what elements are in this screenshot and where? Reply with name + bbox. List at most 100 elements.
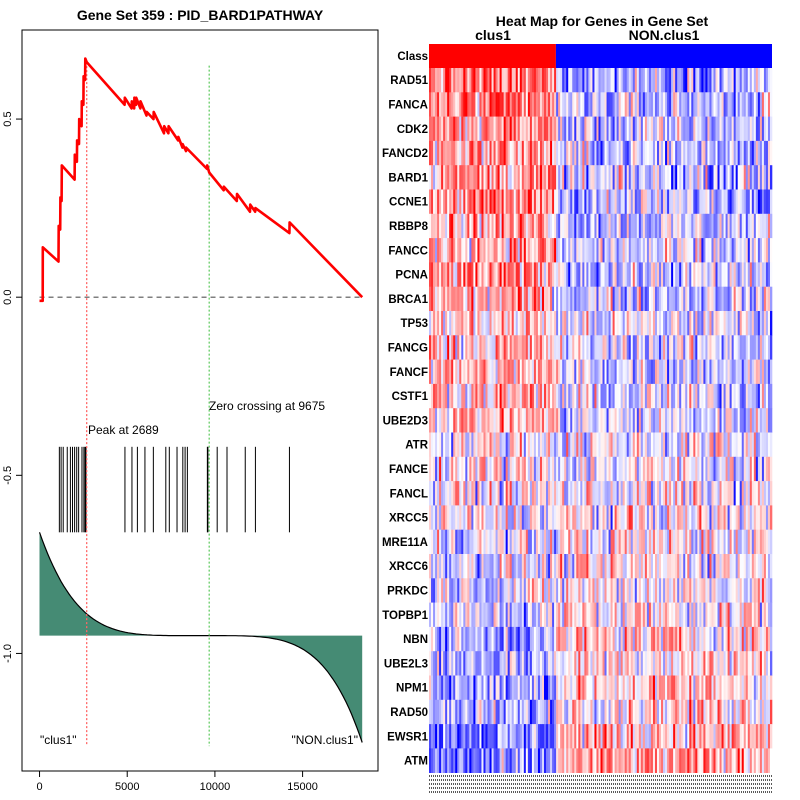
heat-cell bbox=[767, 408, 771, 433]
heat-cell bbox=[570, 578, 573, 603]
heat-cell bbox=[713, 699, 716, 725]
heat-cell bbox=[652, 68, 656, 93]
heat-cell bbox=[578, 554, 581, 579]
heat-cell bbox=[435, 262, 438, 287]
heat-cell bbox=[741, 602, 745, 628]
heat-cell bbox=[743, 92, 747, 117]
heat-cell bbox=[733, 626, 736, 652]
heat-cell bbox=[525, 724, 529, 749]
heat-cell bbox=[493, 359, 496, 385]
heat-cell bbox=[705, 383, 708, 409]
heat-cell bbox=[439, 213, 442, 239]
heat-cell bbox=[745, 432, 749, 458]
heat-cell bbox=[614, 481, 617, 506]
heat-cell bbox=[667, 748, 670, 773]
heat-cell bbox=[769, 213, 773, 239]
heat-cell bbox=[471, 675, 474, 701]
heat-cell bbox=[550, 359, 553, 385]
heat-cell bbox=[654, 529, 658, 555]
heat-cell bbox=[562, 311, 565, 336]
heat-cell bbox=[683, 140, 686, 166]
heat-cell bbox=[763, 578, 767, 603]
heat-cell bbox=[511, 116, 515, 142]
heat-cell bbox=[439, 602, 442, 628]
heat-cell bbox=[608, 554, 611, 579]
heat-cell bbox=[614, 651, 617, 676]
heat-cell bbox=[733, 383, 736, 409]
heat-cell bbox=[699, 140, 702, 166]
heat-cell bbox=[709, 554, 712, 579]
heat-cell bbox=[519, 699, 523, 725]
heat-cell bbox=[523, 213, 527, 239]
heat-cell bbox=[455, 140, 458, 166]
heat-cell bbox=[475, 92, 478, 117]
heat-cell bbox=[648, 724, 652, 749]
heat-cell bbox=[675, 626, 678, 652]
heat-cell bbox=[646, 481, 650, 506]
heat-cell bbox=[646, 238, 650, 263]
heat-cell bbox=[669, 359, 672, 385]
heat-cell bbox=[648, 140, 652, 166]
heat-cell bbox=[705, 335, 708, 360]
heat-cell bbox=[429, 335, 432, 360]
heat-cell bbox=[747, 311, 751, 336]
heat-cell bbox=[755, 748, 759, 773]
heat-cell bbox=[681, 140, 684, 166]
heat-cell bbox=[715, 505, 718, 530]
heat-cell bbox=[602, 602, 605, 628]
heat-cell bbox=[521, 748, 525, 773]
heat-cell bbox=[671, 213, 674, 239]
heat-cell bbox=[463, 383, 466, 409]
heat-cell bbox=[461, 286, 464, 312]
heat-cell bbox=[525, 748, 529, 773]
heat-cell bbox=[638, 286, 642, 312]
heat-cell bbox=[654, 383, 658, 409]
heat-cell bbox=[541, 286, 545, 312]
heat-cell bbox=[715, 748, 718, 773]
heat-cell bbox=[431, 626, 434, 652]
heat-cell bbox=[594, 408, 597, 433]
heat-cell bbox=[612, 481, 615, 506]
heat-cell bbox=[590, 286, 593, 312]
heat-cell bbox=[695, 116, 698, 142]
heat-cell bbox=[521, 116, 525, 142]
heat-cell bbox=[681, 432, 684, 458]
heat-cell bbox=[499, 554, 502, 579]
heat-cell bbox=[453, 213, 456, 239]
heat-cell bbox=[568, 311, 571, 336]
heat-cell bbox=[735, 359, 738, 385]
heat-cell bbox=[709, 748, 712, 773]
heat-cell bbox=[451, 286, 454, 312]
heat-cell bbox=[453, 262, 456, 287]
heat-cell bbox=[433, 383, 436, 409]
heat-cell bbox=[715, 359, 718, 385]
heat-cell bbox=[765, 140, 769, 166]
heat-cell bbox=[667, 92, 670, 117]
heat-cell bbox=[669, 116, 672, 142]
heat-cell bbox=[711, 140, 714, 166]
heat-cell bbox=[733, 311, 736, 336]
heat-cell bbox=[509, 724, 513, 749]
heat-cell bbox=[598, 383, 601, 409]
heat-cell bbox=[673, 140, 676, 166]
heat-cell bbox=[431, 554, 434, 579]
heat-cell bbox=[705, 651, 708, 676]
heat-cell bbox=[634, 140, 638, 166]
heat-cell bbox=[739, 359, 743, 385]
heat-cell bbox=[503, 140, 506, 166]
heat-cell bbox=[707, 724, 710, 749]
heat-cell bbox=[769, 432, 773, 458]
heat-cell bbox=[733, 262, 736, 287]
heat-cell bbox=[646, 675, 650, 701]
heat-cell bbox=[453, 675, 456, 701]
heat-cell bbox=[521, 651, 525, 676]
heat-cell bbox=[701, 213, 704, 239]
heat-cell bbox=[626, 238, 630, 263]
heat-cell bbox=[681, 578, 684, 603]
heat-cell bbox=[745, 578, 749, 603]
heat-cell bbox=[461, 359, 464, 385]
heat-cell bbox=[703, 675, 706, 701]
heat-cell bbox=[594, 724, 597, 749]
heat-cell bbox=[697, 505, 700, 530]
heat-cell bbox=[564, 68, 567, 93]
